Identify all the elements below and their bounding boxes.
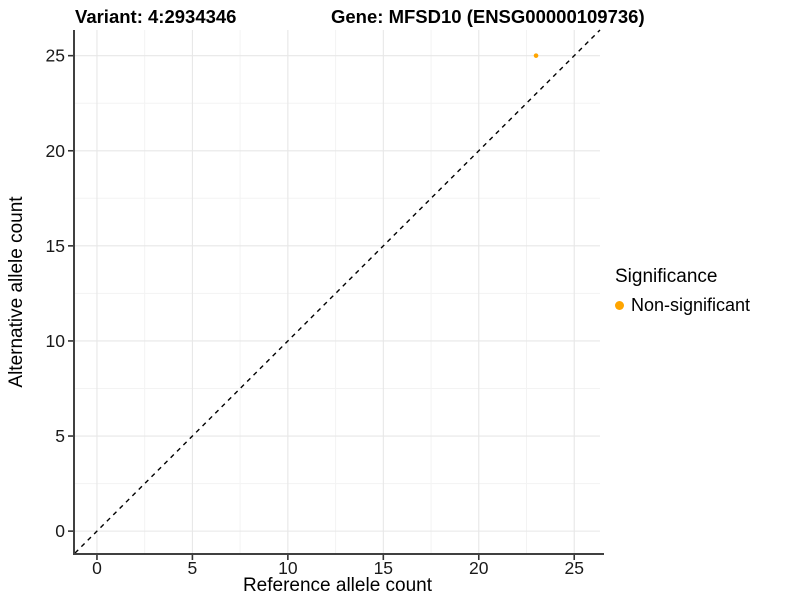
y-tick-label: 0 bbox=[55, 521, 65, 541]
x-tick-label: 15 bbox=[374, 558, 393, 578]
legend: Significance Non-significant bbox=[615, 266, 795, 316]
y-tick-label: 10 bbox=[46, 331, 66, 351]
legend-dot-icon bbox=[615, 301, 624, 310]
y-tick-label: 25 bbox=[46, 46, 65, 66]
identity-line bbox=[74, 29, 601, 554]
y-axis-title: Alternative allele count bbox=[6, 196, 27, 388]
legend-item: Non-significant bbox=[615, 295, 795, 316]
x-tick-label: 20 bbox=[469, 558, 489, 578]
x-tick-label: 10 bbox=[278, 558, 298, 578]
variant-title: Variant: 4:2934346 bbox=[75, 6, 237, 27]
x-axis-title: Reference allele count bbox=[242, 575, 433, 596]
gene-title: Gene: MFSD10 (ENSG00000109736) bbox=[331, 6, 645, 27]
x-tick-label: 5 bbox=[188, 558, 198, 578]
x-tick-label: 0 bbox=[92, 558, 102, 578]
data-point bbox=[533, 53, 539, 58]
legend-item-label: Non-significant bbox=[631, 295, 751, 315]
legend-title: Significance bbox=[615, 266, 718, 287]
y-tick-label: 5 bbox=[55, 426, 65, 446]
y-tick-label: 15 bbox=[46, 236, 65, 256]
y-tick-label: 20 bbox=[46, 141, 66, 161]
x-tick-label: 25 bbox=[564, 558, 583, 578]
